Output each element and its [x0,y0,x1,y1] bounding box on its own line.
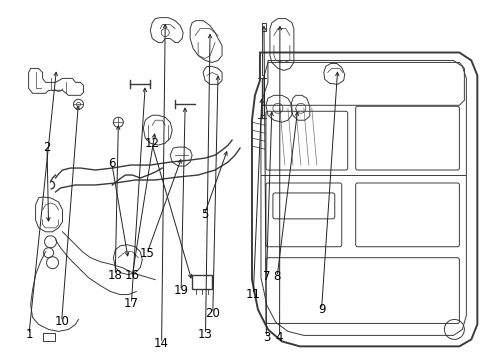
Text: 16: 16 [124,269,140,282]
Text: 11: 11 [245,288,260,301]
Bar [42,333,55,341]
Bar [192,275,212,289]
Text: 5: 5 [201,208,208,221]
Text: 19: 19 [173,284,188,297]
Text: 10: 10 [54,315,69,328]
Text: 6: 6 [108,157,115,170]
Text: 13: 13 [198,328,212,341]
Text: 1: 1 [25,328,33,341]
Text: 7: 7 [262,270,270,283]
Text: 4: 4 [275,330,283,343]
Text: 2: 2 [43,140,51,153]
Text: 17: 17 [123,297,139,310]
Text: 20: 20 [205,307,220,320]
Text: 12: 12 [144,137,159,150]
Text: 15: 15 [139,247,154,260]
Text: 9: 9 [317,303,325,316]
Text: 8: 8 [273,270,280,283]
Text: 18: 18 [108,269,122,282]
Text: 14: 14 [154,337,169,350]
Text: 3: 3 [262,330,269,343]
